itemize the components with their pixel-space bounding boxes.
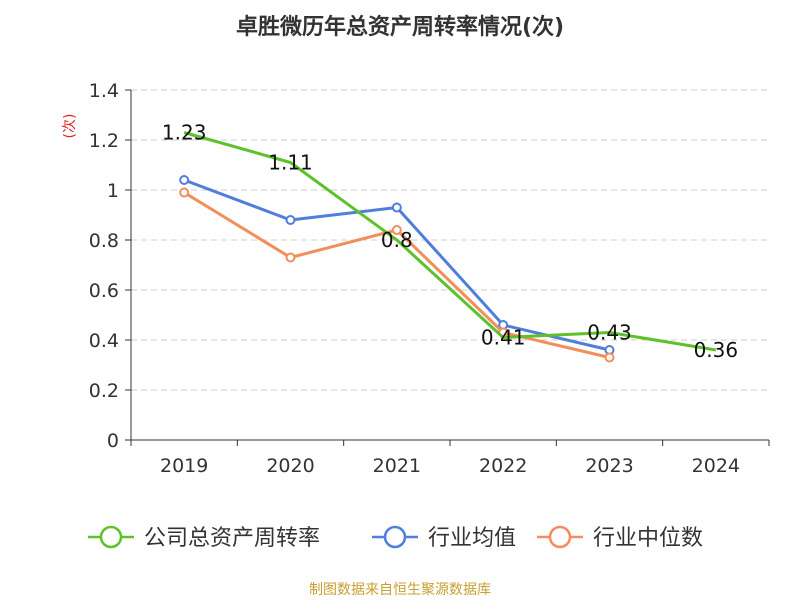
x-tick-label: 2019 — [160, 455, 208, 477]
y-tick-label: 1 — [107, 180, 119, 202]
y-tick-label: 0.2 — [89, 380, 119, 402]
legend-label-2: 行业中位数 — [593, 526, 703, 551]
data-label: 0.8 — [381, 228, 413, 252]
y-tick-label: 0.6 — [89, 280, 119, 302]
x-tick-label: 2024 — [692, 455, 740, 477]
y-tick-label: 0.8 — [89, 230, 119, 252]
data-point — [391, 225, 402, 235]
legend-label-1: 行业均值 — [428, 526, 516, 551]
data-point — [285, 252, 296, 263]
legend: 公司总资产周转率 行业均值 行业中位数 — [88, 525, 703, 551]
y-tick-label: 1.2 — [89, 130, 119, 152]
data-label: 1.11 — [268, 151, 313, 175]
y-tick-label: 1.4 — [89, 80, 119, 102]
data-label: 0.43 — [587, 321, 632, 345]
series-line-2 — [183, 191, 610, 359]
y-tick-label: 0.4 — [89, 330, 119, 352]
x-tick-label: 2022 — [479, 455, 527, 477]
legend-marker-1 — [383, 525, 407, 549]
data-point — [604, 352, 615, 363]
data-labels: 1.23 1.11 0.8 0.41 0.43 0.36 — [162, 121, 738, 363]
legend-label-0: 公司总资产周转率 — [144, 526, 320, 551]
series-line-0 — [183, 131, 717, 352]
x-tick-label: 2021 — [373, 455, 421, 477]
x-tick-label: 2020 — [266, 455, 314, 477]
x-tick-label: 2023 — [585, 455, 633, 477]
data-point — [391, 202, 402, 213]
source-note: 制图数据来自恒生聚源数据库 — [309, 582, 491, 598]
grid-lines — [131, 89, 769, 391]
data-point — [179, 187, 190, 198]
data-point — [179, 175, 190, 185]
legend-marker-2 — [548, 525, 572, 549]
y-axis-label: (次) — [62, 114, 78, 139]
axes: 0 0.2 0.4 0.6 0.8 1 1.2 1.4 2019 2020 2021 2022 2023… — [89, 80, 770, 477]
data-point — [285, 215, 296, 225]
legend-marker-0 — [99, 525, 123, 549]
chart-title: 卓胜微历年总资产周转率情况(次) — [236, 14, 564, 40]
series-lines — [179, 131, 717, 363]
y-tick-label: 0 — [107, 430, 119, 452]
data-label: 1.23 — [162, 121, 207, 145]
data-label: 0.41 — [481, 326, 526, 350]
data-label: 0.36 — [694, 338, 739, 362]
